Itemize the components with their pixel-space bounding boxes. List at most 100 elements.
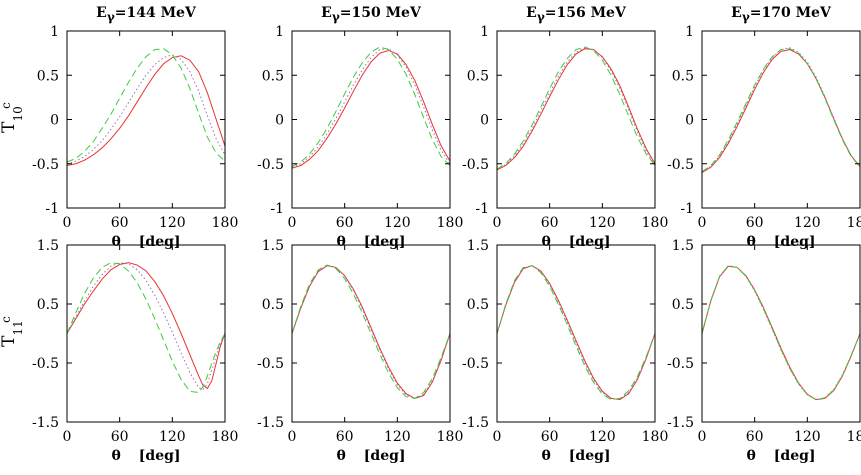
y-tick-label-r0c0: -0.5 xyxy=(32,157,59,173)
curve-solid-r0c2 xyxy=(496,48,656,171)
y-axis-symbol-r1c0: T xyxy=(0,335,19,347)
y-axis-superscript-r0c0: c xyxy=(0,102,13,109)
x-axis-label-r0c1: θ [deg] xyxy=(336,234,405,250)
x-tick-label-r0c0: 120 xyxy=(159,215,186,231)
x-axis-symbol-r0c1: θ xyxy=(336,234,345,250)
title-rest-r0c0: =144 MeV xyxy=(115,5,197,21)
x-tick-label-r0c1: 120 xyxy=(384,215,411,231)
y-tick-label-r0c0: 0.5 xyxy=(37,68,59,84)
y-tick-label-r1c0: 1.5 xyxy=(37,238,59,254)
plot-frame-r1c1 xyxy=(291,244,451,423)
x-tick-label-r1c2: 0 xyxy=(493,429,502,445)
y-axis-symbol-r0c0: T xyxy=(0,121,19,133)
curve-dashed-r1c1 xyxy=(291,264,451,399)
curve-dashed-r0c0 xyxy=(66,48,226,163)
x-tick-label-r1c1: 120 xyxy=(384,429,411,445)
y-tick-label-r1c2: -1.5 xyxy=(462,415,489,431)
curve-solid-r1c2 xyxy=(496,265,656,401)
x-tick-label-r1c3: 180 xyxy=(847,429,861,445)
x-axis-unit-r0c1: [deg] xyxy=(364,234,406,250)
x-axis-unit-r1c0: [deg] xyxy=(139,448,181,464)
y-tick-label-r1c0: -0.5 xyxy=(32,356,59,372)
plot-frame-r0c1 xyxy=(291,30,451,209)
y-tick-label-r1c3: -1.5 xyxy=(667,415,694,431)
title-sub-r0c1: γ xyxy=(332,10,340,24)
x-tick-label-r0c0: 60 xyxy=(111,215,129,231)
x-tick-label-r0c3: 120 xyxy=(794,215,821,231)
x-axis-label-r0c0: θ [deg] xyxy=(111,234,180,250)
curve-dotted-r1c3 xyxy=(701,265,861,401)
curve-dashed-r1c0 xyxy=(66,262,226,394)
title-rest-r0c2: =156 MeV xyxy=(545,5,627,21)
x-tick-label-r0c3: 0 xyxy=(698,215,707,231)
plot-frame-r1c2 xyxy=(496,244,656,423)
x-axis-label-r1c1: θ [deg] xyxy=(336,448,405,464)
curve-dashed-r0c2 xyxy=(496,46,656,170)
y-tick-label-r0c1: -1 xyxy=(270,201,284,217)
y-tick-label-r1c3: 1.5 xyxy=(672,238,694,254)
curve-dotted-r0c2 xyxy=(496,47,656,170)
y-tick-label-r1c0: 0.5 xyxy=(37,297,59,313)
y-tick-label-r0c0: 1 xyxy=(50,24,59,40)
x-axis-symbol-r1c2: θ xyxy=(541,448,550,464)
curve-solid-r1c1 xyxy=(291,265,451,399)
curve-dotted-r0c3 xyxy=(701,47,861,173)
panel-r1c3: 0 60 120 180 -1.5 -0.5 0.5 1.5 θ [deg] xyxy=(667,238,861,464)
curve-dotted-r1c0 xyxy=(66,262,226,391)
x-axis-label-r0c2: θ [deg] xyxy=(541,234,610,250)
plot-frame-r1c0 xyxy=(66,244,226,423)
title-sub-r0c2: γ xyxy=(537,10,545,24)
panel-r0c1: 0 60 120 180 -1 -0.5 0 0.5 1 Eγ=150 MeV θ [deg] xyxy=(257,5,463,250)
x-tick-label-r1c3: 120 xyxy=(794,429,821,445)
y-tick-label-r0c0: -1 xyxy=(45,201,59,217)
curve-dotted-r1c1 xyxy=(291,264,451,399)
x-tick-label-r1c2: 180 xyxy=(642,429,669,445)
x-tick-label-r1c0: 0 xyxy=(63,429,72,445)
y-tick-label-r0c2: 0 xyxy=(480,113,489,129)
x-tick-label-r0c1: 0 xyxy=(288,215,297,231)
x-tick-label-r0c2: 120 xyxy=(589,215,616,231)
curve-solid-r0c1 xyxy=(291,49,451,169)
panel-title-r0c1: Eγ=150 MeV xyxy=(321,5,422,24)
panel-r0c2: 0 60 120 180 -1 -0.5 0 0.5 1 Eγ=156 MeV θ [deg] xyxy=(462,5,668,250)
x-tick-label-r1c1: 180 xyxy=(437,429,464,445)
x-tick-label-r0c1: 60 xyxy=(336,215,354,231)
x-tick-label-r0c3: 60 xyxy=(746,215,764,231)
x-tick-label-r1c0: 120 xyxy=(159,429,186,445)
curve-dotted-r1c2 xyxy=(496,265,656,400)
x-tick-label-r0c1: 180 xyxy=(437,215,464,231)
curve-solid-r1c3 xyxy=(701,265,861,401)
y-tick-label-r1c0: -1.5 xyxy=(32,415,59,431)
x-axis-label-r1c2: θ [deg] xyxy=(541,448,610,464)
y-axis-label-r0c0: T10 xyxy=(0,106,25,133)
y-tick-label-r1c1: 0.5 xyxy=(262,297,284,313)
x-tick-label-r0c3: 180 xyxy=(847,215,861,231)
y-tick-label-r0c3: 1 xyxy=(685,24,694,40)
x-axis-unit-r0c2: [deg] xyxy=(569,234,611,250)
x-axis-symbol-r1c1: θ xyxy=(336,448,345,464)
y-tick-label-r0c3: 0.5 xyxy=(672,68,694,84)
y-tick-label-r0c2: -1 xyxy=(475,201,489,217)
y-axis-superscript-r1c0: c xyxy=(0,316,13,323)
y-tick-label-r0c1: 0 xyxy=(275,113,284,129)
x-tick-label-r0c2: 180 xyxy=(642,215,669,231)
x-tick-label-r0c0: 0 xyxy=(63,215,72,231)
y-tick-label-r0c1: -0.5 xyxy=(257,157,284,173)
curve-dashed-r1c2 xyxy=(496,265,656,401)
plot-frame-r1c3 xyxy=(701,244,861,423)
y-tick-label-r1c3: 0.5 xyxy=(672,297,694,313)
plot-frame-r0c2 xyxy=(496,30,656,209)
y-tick-label-r0c2: 1 xyxy=(480,24,489,40)
curve-solid-r0c3 xyxy=(701,49,861,174)
x-axis-label-r1c0: θ [deg] xyxy=(111,448,180,464)
x-axis-symbol-r0c0: θ xyxy=(111,234,120,250)
x-axis-label-r0c3: θ [deg] xyxy=(746,234,815,250)
curve-dashed-r1c3 xyxy=(701,265,861,401)
y-axis-subscript-r1c0: 11 xyxy=(11,320,25,335)
y-tick-label-r0c3: 0 xyxy=(685,113,694,129)
panel-title-r0c0: Eγ=144 MeV xyxy=(96,5,197,24)
y-axis-subscript-r0c0: 10 xyxy=(11,106,25,121)
